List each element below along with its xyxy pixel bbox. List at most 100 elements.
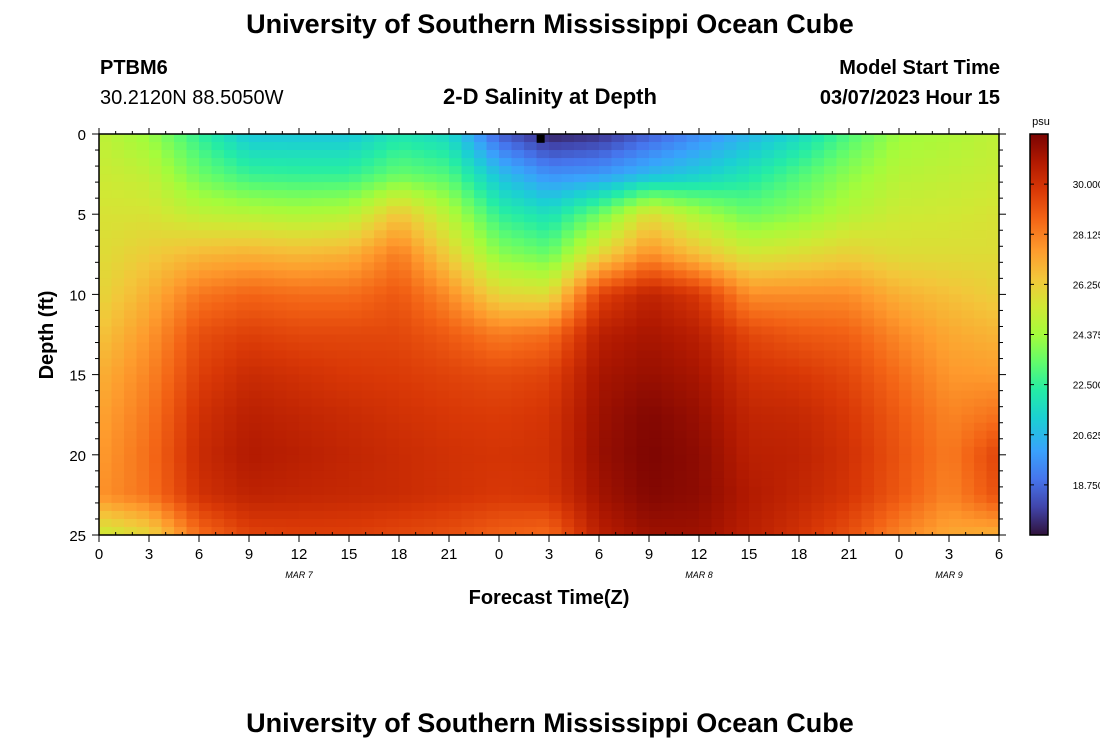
heatmap-cell: [774, 190, 788, 199]
heatmap-cell: [699, 406, 713, 416]
heatmap-cell: [286, 158, 300, 167]
heatmap-cell: [161, 454, 175, 464]
heatmap-cell: [949, 294, 963, 304]
heatmap-cell: [211, 246, 225, 255]
heatmap-cell: [411, 526, 425, 536]
heatmap-cell: [124, 510, 138, 520]
heatmap-cell: [649, 414, 663, 424]
heatmap-cell: [936, 358, 950, 368]
heatmap-cell: [149, 342, 163, 352]
heatmap-cell: [99, 310, 113, 320]
heatmap-cell: [274, 206, 288, 215]
heatmap-cell: [186, 182, 200, 191]
heatmap-cell: [949, 150, 963, 159]
heatmap-cell: [899, 142, 913, 151]
heatmap-cell: [824, 382, 838, 392]
heatmap-cell: [861, 446, 875, 456]
heatmap-cell: [711, 438, 725, 448]
heatmap-cell: [886, 214, 900, 223]
heatmap-cell: [324, 478, 338, 488]
heatmap-cell: [549, 286, 563, 295]
x-tick-label: 3: [945, 546, 953, 563]
heatmap-cell: [649, 246, 663, 255]
heatmap-cell: [286, 254, 300, 263]
heatmap-cell: [461, 358, 475, 368]
heatmap-cell: [511, 390, 525, 400]
heatmap-cell: [399, 438, 413, 448]
heatmap-cell: [461, 406, 475, 416]
heatmap-cell: [586, 494, 600, 504]
heatmap-cell: [199, 158, 213, 167]
heatmap-cell: [799, 510, 813, 520]
heatmap-cell: [649, 222, 663, 231]
heatmap-cell: [686, 254, 700, 263]
heatmap-cell: [249, 470, 263, 480]
heatmap-cell: [249, 198, 263, 207]
heatmap-cell: [199, 326, 213, 336]
heatmap-cell: [99, 142, 113, 151]
heatmap-cell: [549, 302, 563, 312]
heatmap-cell: [936, 134, 950, 143]
heatmap-cell: [899, 150, 913, 159]
heatmap-cell: [749, 142, 763, 151]
date-labels: MAR 7 MAR 8 MAR 9: [285, 570, 963, 580]
heatmap-cell: [286, 478, 300, 488]
heatmap-cell: [849, 374, 863, 384]
heatmap-cell: [236, 358, 250, 368]
heatmap-cell: [174, 334, 188, 344]
heatmap-cell: [586, 302, 600, 312]
heatmap-cell: [636, 278, 650, 287]
heatmap-cell: [824, 206, 838, 215]
heatmap-cell: [211, 238, 225, 247]
heatmap-cell: [449, 206, 463, 215]
heatmap-cell: [924, 358, 938, 368]
heatmap-cell: [724, 422, 738, 432]
heatmap-cell: [286, 150, 300, 159]
heatmap-cell: [461, 230, 475, 239]
heatmap-cell: [286, 238, 300, 247]
heatmap-cell: [836, 478, 850, 488]
heatmap-cell: [949, 246, 963, 255]
heatmap-cell: [261, 398, 275, 408]
heatmap-cell: [349, 350, 363, 360]
heatmap-cell: [124, 406, 138, 416]
heatmap-cell: [174, 190, 188, 199]
heatmap-cell: [586, 518, 600, 528]
heatmap-cell: [399, 246, 413, 255]
heatmap-cell: [336, 374, 350, 384]
heatmap-cell: [211, 230, 225, 239]
heatmap-cell: [549, 222, 563, 231]
heatmap-cell: [174, 310, 188, 320]
heatmap-cell: [949, 422, 963, 432]
heatmap-cell: [886, 174, 900, 183]
heatmap-cell: [724, 254, 738, 263]
heatmap-cell: [386, 398, 400, 408]
heatmap-cell: [424, 358, 438, 368]
heatmap-cell: [661, 470, 675, 480]
heatmap-cell: [211, 286, 225, 295]
heatmap-cell: [749, 134, 763, 143]
heatmap-cell: [724, 270, 738, 279]
heatmap-cell: [874, 286, 888, 295]
heatmap-cell: [636, 366, 650, 376]
heatmap-cell: [724, 366, 738, 376]
heatmap-cell: [599, 262, 613, 271]
heatmap-cell: [961, 422, 975, 432]
heatmap-cell: [624, 158, 638, 167]
heatmap-cell: [136, 150, 150, 159]
heatmap-cell: [949, 134, 963, 143]
heatmap-cell: [349, 358, 363, 368]
heatmap-cell: [349, 246, 363, 255]
heatmap-cell: [124, 286, 138, 295]
x-tick-label: 15: [741, 546, 758, 563]
heatmap-cell: [199, 246, 213, 255]
heatmap-cell: [811, 406, 825, 416]
heatmap-cell: [411, 134, 425, 143]
heatmap-cell: [361, 286, 375, 295]
heatmap-cell: [611, 510, 625, 520]
heatmap-cell: [461, 414, 475, 424]
heatmap-cell: [711, 334, 725, 344]
heatmap-cell: [761, 230, 775, 239]
heatmap-cell: [786, 158, 800, 167]
heatmap-cell: [974, 278, 988, 287]
